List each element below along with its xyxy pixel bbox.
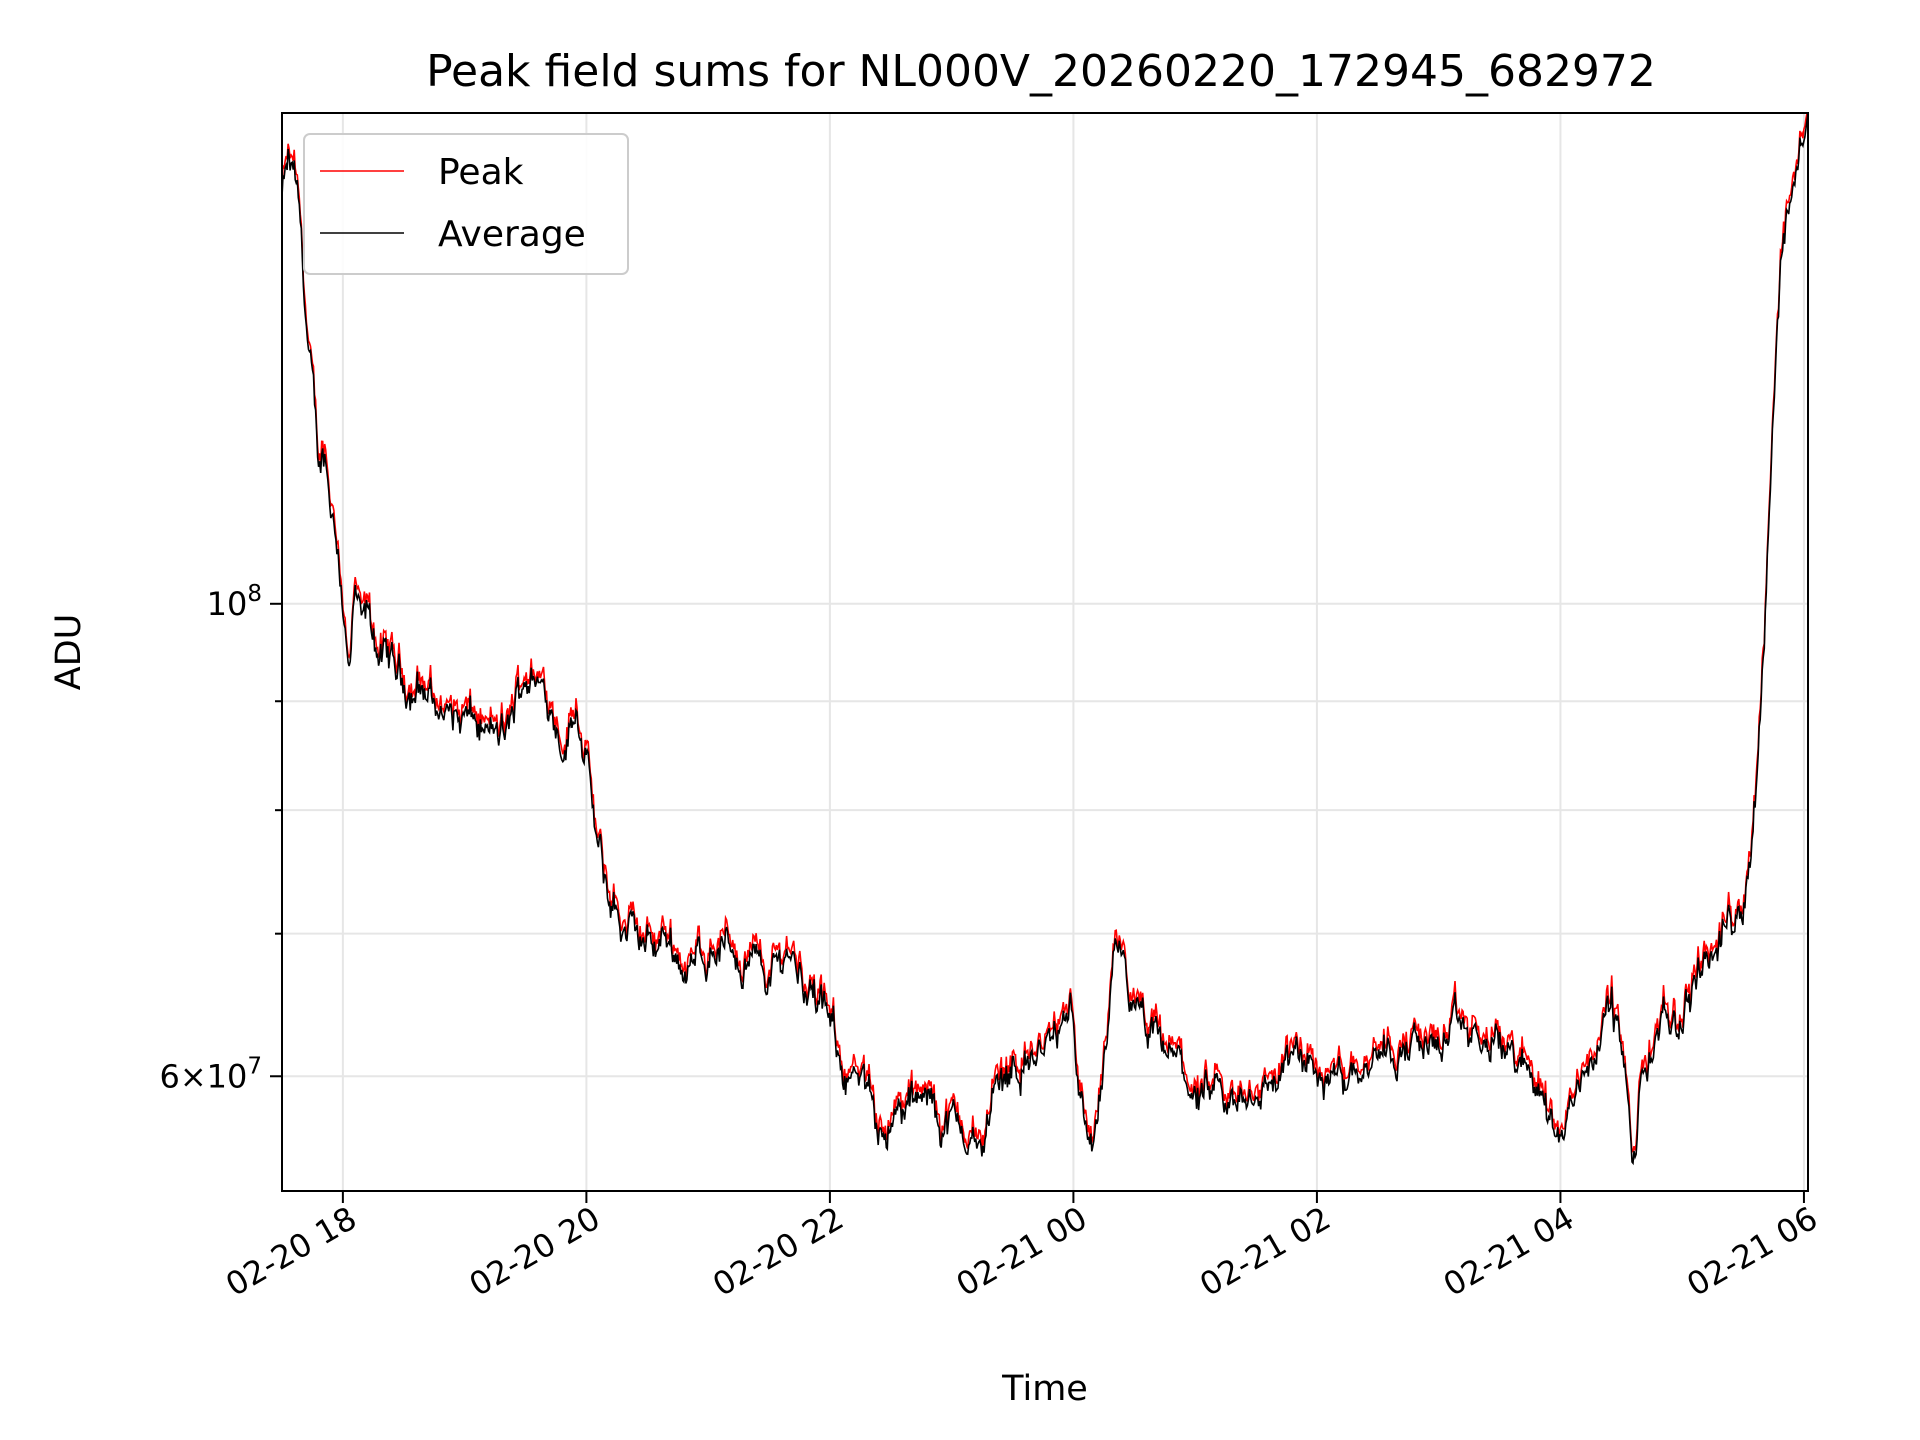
legend-label-peak: Peak <box>438 152 524 193</box>
x-tick-label: 02-20 20 <box>463 1199 607 1304</box>
x-tick-label: 02-21 00 <box>950 1199 1094 1304</box>
x-tick-label: 02-21 06 <box>1680 1199 1824 1304</box>
legend-box <box>303 133 629 275</box>
grid <box>282 113 1808 1191</box>
y-tick-label: 6×107 <box>159 1053 262 1095</box>
series-line-peak <box>281 112 1808 1154</box>
chart-title: Peak field sums for NL000V_20260220_1729… <box>426 46 1656 97</box>
x-tick-label: 02-20 22 <box>706 1199 850 1304</box>
y-tick-label: 108 <box>207 581 262 623</box>
x-tick-label: 02-21 02 <box>1193 1199 1337 1304</box>
plot-frame <box>281 112 1809 1192</box>
series-line-average <box>281 112 1809 1166</box>
legend: Peak Average <box>303 133 629 275</box>
plot-lines <box>281 112 1809 1166</box>
y-axis-label: ADU <box>49 614 89 691</box>
x-axis-label: Time <box>1001 1369 1088 1409</box>
x-tick-label: 02-20 18 <box>219 1199 363 1304</box>
x-tick-label: 02-21 04 <box>1437 1199 1581 1304</box>
legend-label-average: Average <box>438 214 586 255</box>
